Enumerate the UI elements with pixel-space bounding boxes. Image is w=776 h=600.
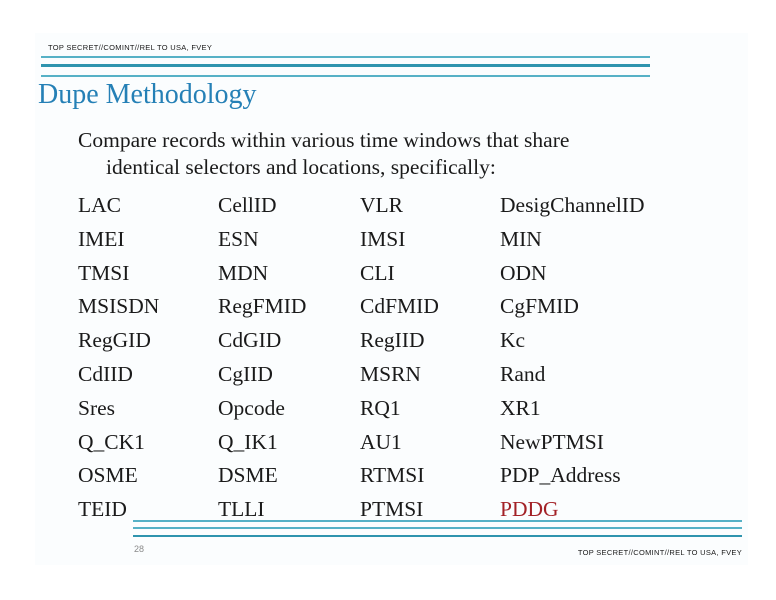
selector-cell: IMEI <box>78 226 125 251</box>
page-title: Dupe Methodology <box>38 79 257 110</box>
selector-cell: RQ1 <box>360 395 401 420</box>
selector-cell: RegFMID <box>218 294 307 319</box>
selector-cell: TEID <box>78 497 127 522</box>
selector-cell: CdIID <box>78 361 133 386</box>
selector-cell: PDP_Address <box>500 463 621 488</box>
selector-cell: VLR <box>360 193 403 217</box>
divider-line <box>133 535 742 537</box>
classification-banner-top: TOP SECRET//COMINT//REL TO USA, FVEY <box>48 43 213 52</box>
selector-cell: RegGID <box>78 328 151 353</box>
slide-page: TOP SECRET//COMINT//REL TO USA, FVEY Dup… <box>35 33 748 565</box>
selector-cell: RegIID <box>360 328 425 353</box>
selector-cell: Sres <box>78 395 116 420</box>
selector-cell: MDN <box>218 260 269 285</box>
divider-line <box>41 64 650 67</box>
divider-line <box>133 527 742 529</box>
selector-cell: CgIID <box>218 361 273 386</box>
body-line-1: Compare records within various time wind… <box>78 128 570 152</box>
selector-cell: IMSI <box>360 226 406 251</box>
selector-cell: CdFMID <box>360 294 439 319</box>
selector-cell: NewPTMSI <box>500 429 604 454</box>
selector-table: LAC CellID VLR DesigChannelID IMEI ESN IMSI MIN… <box>78 189 728 527</box>
selector-cell: CgFMID <box>500 294 579 319</box>
selector-cell: MSISDN <box>78 294 160 319</box>
selector-cell: MSRN <box>360 361 421 386</box>
selector-cell: TLLI <box>218 497 265 522</box>
selector-cell: MIN <box>500 226 542 251</box>
divider-line <box>41 75 650 77</box>
selector-cell: CdGID <box>218 328 282 353</box>
selector-cell: Q_IK1 <box>218 429 278 454</box>
selector-cell: Q_CK1 <box>78 429 145 454</box>
selector-cell: PDDG <box>500 497 559 522</box>
selector-cell: ODN <box>500 260 547 285</box>
selector-cell: Kc <box>500 328 526 353</box>
selector-cell: DSME <box>218 463 278 488</box>
selector-cell: ESN <box>218 226 259 251</box>
selector-cell: LAC <box>78 193 121 217</box>
selector-cell: Opcode <box>218 395 285 420</box>
selector-cell: Rand <box>500 361 546 386</box>
selector-cell: OSME <box>78 463 138 488</box>
body-line-2: identical selectors and locations, speci… <box>106 155 496 179</box>
selector-cell: AU1 <box>360 429 402 454</box>
selector-cell: RTMSI <box>360 463 425 488</box>
divider-line <box>41 56 650 58</box>
selector-cell: TMSI <box>78 260 130 285</box>
page-number: 28 <box>134 544 145 554</box>
selector-cell: CLI <box>360 260 395 285</box>
body-text: Compare records within various time wind… <box>78 127 569 181</box>
selector-cell: DesigChannelID <box>500 193 645 217</box>
selector-cell: CellID <box>218 193 277 217</box>
divider-line <box>133 520 742 522</box>
classification-banner-bottom: TOP SECRET//COMINT//REL TO USA, FVEY <box>577 548 742 557</box>
selector-cell: PTMSI <box>360 497 424 522</box>
selector-cell: XR1 <box>500 395 541 420</box>
